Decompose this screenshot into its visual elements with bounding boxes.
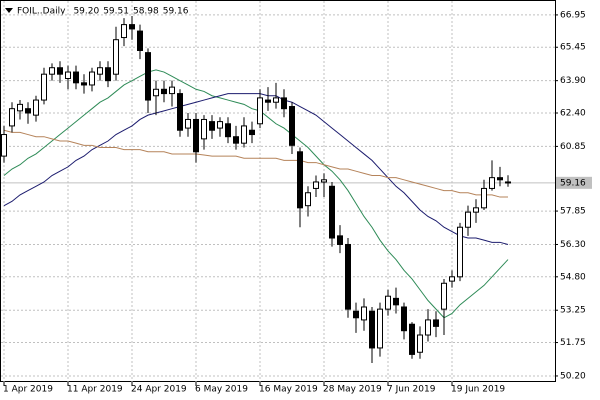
candle-body xyxy=(385,295,391,310)
candle-body xyxy=(465,211,471,228)
y-tick-label: 56.30 xyxy=(560,240,586,250)
y-tick-label: 54.80 xyxy=(560,272,586,282)
candle-body xyxy=(489,177,495,189)
candle-body xyxy=(105,67,111,82)
quote-value: 59.16 xyxy=(163,7,189,17)
candle-body xyxy=(345,243,351,310)
candle-body xyxy=(201,118,207,140)
candle-body xyxy=(457,226,463,278)
x-tick-label: 7 Jun 2019 xyxy=(387,385,436,395)
candle-body xyxy=(313,181,319,189)
candle-body xyxy=(193,118,199,153)
candle-body xyxy=(497,177,503,181)
y-tick-label: 57.85 xyxy=(560,207,586,217)
candle-body xyxy=(297,151,303,209)
candle-body xyxy=(441,282,447,310)
x-tick-label: 19 Jun 2019 xyxy=(451,385,505,395)
y-tick-label: 53.25 xyxy=(560,306,586,316)
quote-value: 58.98 xyxy=(133,7,159,17)
x-tick-label: 1 Apr 2019 xyxy=(3,385,53,395)
candle-body xyxy=(257,97,263,125)
candle-body xyxy=(33,99,39,116)
plot-frame xyxy=(0,0,556,382)
quote-value: 59.51 xyxy=(103,7,129,17)
quote-value: 59.20 xyxy=(73,7,99,17)
candle-body xyxy=(41,73,47,101)
candle-body xyxy=(1,134,7,157)
candle-body xyxy=(305,192,311,207)
y-tick-label: 60.85 xyxy=(560,142,586,152)
candle-body xyxy=(393,297,399,306)
candle-body xyxy=(473,207,479,213)
candle-body xyxy=(289,106,295,146)
y-tick-label: 65.45 xyxy=(560,43,586,53)
candle-body xyxy=(145,52,151,101)
y-tick-label: 50.20 xyxy=(560,371,586,381)
x-tick-label: 16 May 2019 xyxy=(259,385,318,395)
candle-body xyxy=(113,39,119,75)
candle-body xyxy=(265,99,271,103)
candle-body xyxy=(369,310,375,349)
moving-average xyxy=(3,93,509,245)
candle-body xyxy=(17,103,23,112)
candle-body xyxy=(25,108,31,114)
chart-title: FOIL..Daily xyxy=(17,7,66,17)
x-tick-label: 28 May 2019 xyxy=(323,385,382,395)
candle-body xyxy=(409,323,415,355)
candle-body xyxy=(321,179,327,183)
last-price-box xyxy=(556,176,592,189)
y-tick-label: 51.75 xyxy=(560,338,586,348)
last-price-label: 59.16 xyxy=(560,178,586,188)
candle-body xyxy=(233,136,239,144)
candle-body xyxy=(273,97,279,103)
candle-body xyxy=(81,82,87,86)
candle-body xyxy=(89,71,95,86)
candle-body xyxy=(377,308,383,349)
candle-body xyxy=(481,187,487,209)
candle-body xyxy=(425,319,431,336)
candle-body xyxy=(65,71,71,80)
candle-body xyxy=(417,334,423,353)
x-tick-label: 24 Apr 2019 xyxy=(131,385,187,395)
candle-body xyxy=(209,121,215,131)
y-tick-label: 66.95 xyxy=(560,10,586,20)
candle-body xyxy=(161,88,167,95)
candle-body xyxy=(57,67,63,75)
candle-body xyxy=(225,123,231,138)
x-tick-label: 6 May 2019 xyxy=(195,385,248,395)
candle-body xyxy=(449,276,455,282)
y-tick-label: 62.40 xyxy=(560,108,586,118)
candle-body xyxy=(73,71,79,84)
candle-body xyxy=(505,181,511,184)
candle-body xyxy=(401,306,407,332)
candle-body xyxy=(241,125,247,144)
candle-body xyxy=(433,319,439,327)
candle-body xyxy=(361,306,367,321)
candle-body xyxy=(353,310,359,319)
candle-body xyxy=(49,67,55,75)
candle-body xyxy=(281,97,287,110)
candle-body xyxy=(121,24,127,39)
candle-body xyxy=(129,24,135,30)
candle-body xyxy=(153,88,159,97)
candle-body xyxy=(97,67,103,75)
candle-body xyxy=(9,108,15,127)
candle-body xyxy=(337,235,343,245)
candle-body xyxy=(329,185,335,239)
y-tick-label: 63.90 xyxy=(560,76,586,86)
moving-average xyxy=(3,129,508,198)
moving-average xyxy=(3,69,509,319)
candle-body xyxy=(217,121,223,129)
menu-triangle xyxy=(5,8,13,13)
candle-body xyxy=(185,118,191,129)
candle-body xyxy=(177,93,183,131)
candle-body xyxy=(249,129,255,136)
x-tick-label: 11 Apr 2019 xyxy=(67,385,123,395)
candle-body xyxy=(169,86,175,95)
candle-body xyxy=(137,30,143,51)
